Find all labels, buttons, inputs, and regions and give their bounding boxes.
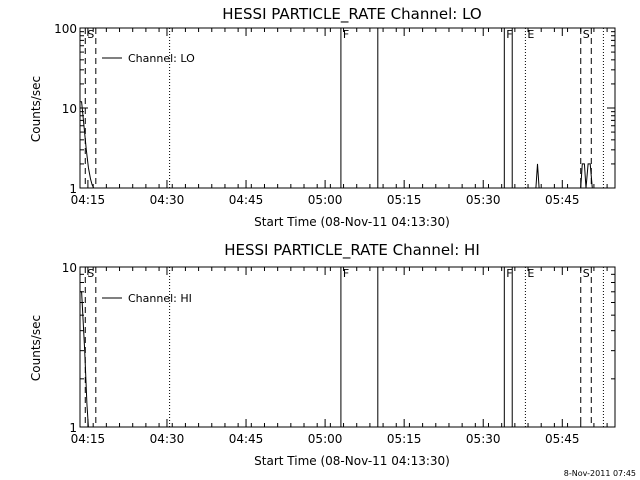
panel-hi-xtick-label: 05:15 <box>387 432 422 446</box>
panel-lo-marker-label: S <box>87 28 94 41</box>
panel-lo-xtick-label: 05:15 <box>387 193 422 207</box>
panel-lo-title: HESSI PARTICLE_RATE Channel: LO <box>222 5 481 24</box>
panel-hi-xtick-label: 04:30 <box>150 432 185 446</box>
panel-hi-xtick-label: 05:00 <box>308 432 343 446</box>
panel-hi-legend-label: Channel: HI <box>128 292 192 305</box>
panel-lo-xtick-label: 04:45 <box>229 193 264 207</box>
panel-hi-marker-label: E <box>527 267 534 280</box>
panel-hi-xtick-label: 05:30 <box>466 432 501 446</box>
footer-timestamp: 8-Nov-2011 07:45 <box>564 469 636 478</box>
panel-hi-marker-label: F <box>343 267 349 280</box>
panel-hi-series-line <box>80 291 89 428</box>
panel-lo-ytick-label: 100 <box>54 22 77 36</box>
panel-hi-plot-area: 04:15 04:30 04:45 05:00 05:15 05:30 05:45 1 10 S F… <box>62 261 616 446</box>
panel-lo-ytick-label: 1 <box>69 182 77 196</box>
panel-lo-ylabel: Counts/sec <box>29 76 43 142</box>
panel-lo-xlabel: Start Time (08-Nov-11 04:13:30) <box>254 215 450 229</box>
panel-lo-xtick-label: 05:00 <box>308 193 343 207</box>
panel-hi-xtick-label: 04:15 <box>71 432 106 446</box>
panel-lo-xtick-label: 04:30 <box>150 193 185 207</box>
panel-hi-xlabel: Start Time (08-Nov-11 04:13:30) <box>254 454 450 468</box>
panel-lo-plot-area: 04:15 04:30 04:45 05:00 05:15 05:30 05:45 1 10 10… <box>54 22 616 207</box>
panel-lo-legend-label: Channel: LO <box>128 52 195 65</box>
panel-hi: HESSI PARTICLE_RATE Channel: HI Start Ti… <box>29 241 616 468</box>
panel-hi-ytick-label: 10 <box>62 261 77 275</box>
panel-hi-ylabel: Counts/sec <box>29 315 43 381</box>
panel-hi-xtick-label: 05:45 <box>545 432 580 446</box>
panel-hi-marker-label: S <box>87 267 94 280</box>
panel-lo-series-line <box>80 101 595 189</box>
panel-hi-frame <box>79 266 616 428</box>
panel-lo: HESSI PARTICLE_RATE Channel: LO Start Ti… <box>29 5 616 229</box>
panel-hi-marker-label: F <box>506 267 512 280</box>
panel-lo-xtick-label: 05:45 <box>545 193 580 207</box>
panel-lo-marker-label: S <box>583 28 590 41</box>
panel-lo-xtick-label: 05:30 <box>466 193 501 207</box>
panel-lo-marker-label: F <box>506 28 512 41</box>
panel-hi-marker-label: S <box>583 267 590 280</box>
panel-lo-ytick-label: 10 <box>62 102 77 116</box>
panel-hi-xtick-label: 04:45 <box>229 432 264 446</box>
panel-lo-xtick-label: 04:15 <box>71 193 106 207</box>
panel-hi-ytick-label: 1 <box>69 421 77 435</box>
panel-lo-marker-label: F <box>343 28 349 41</box>
panel-lo-marker-label: E <box>527 28 534 41</box>
panel-hi-title: HESSI PARTICLE_RATE Channel: HI <box>224 241 480 260</box>
